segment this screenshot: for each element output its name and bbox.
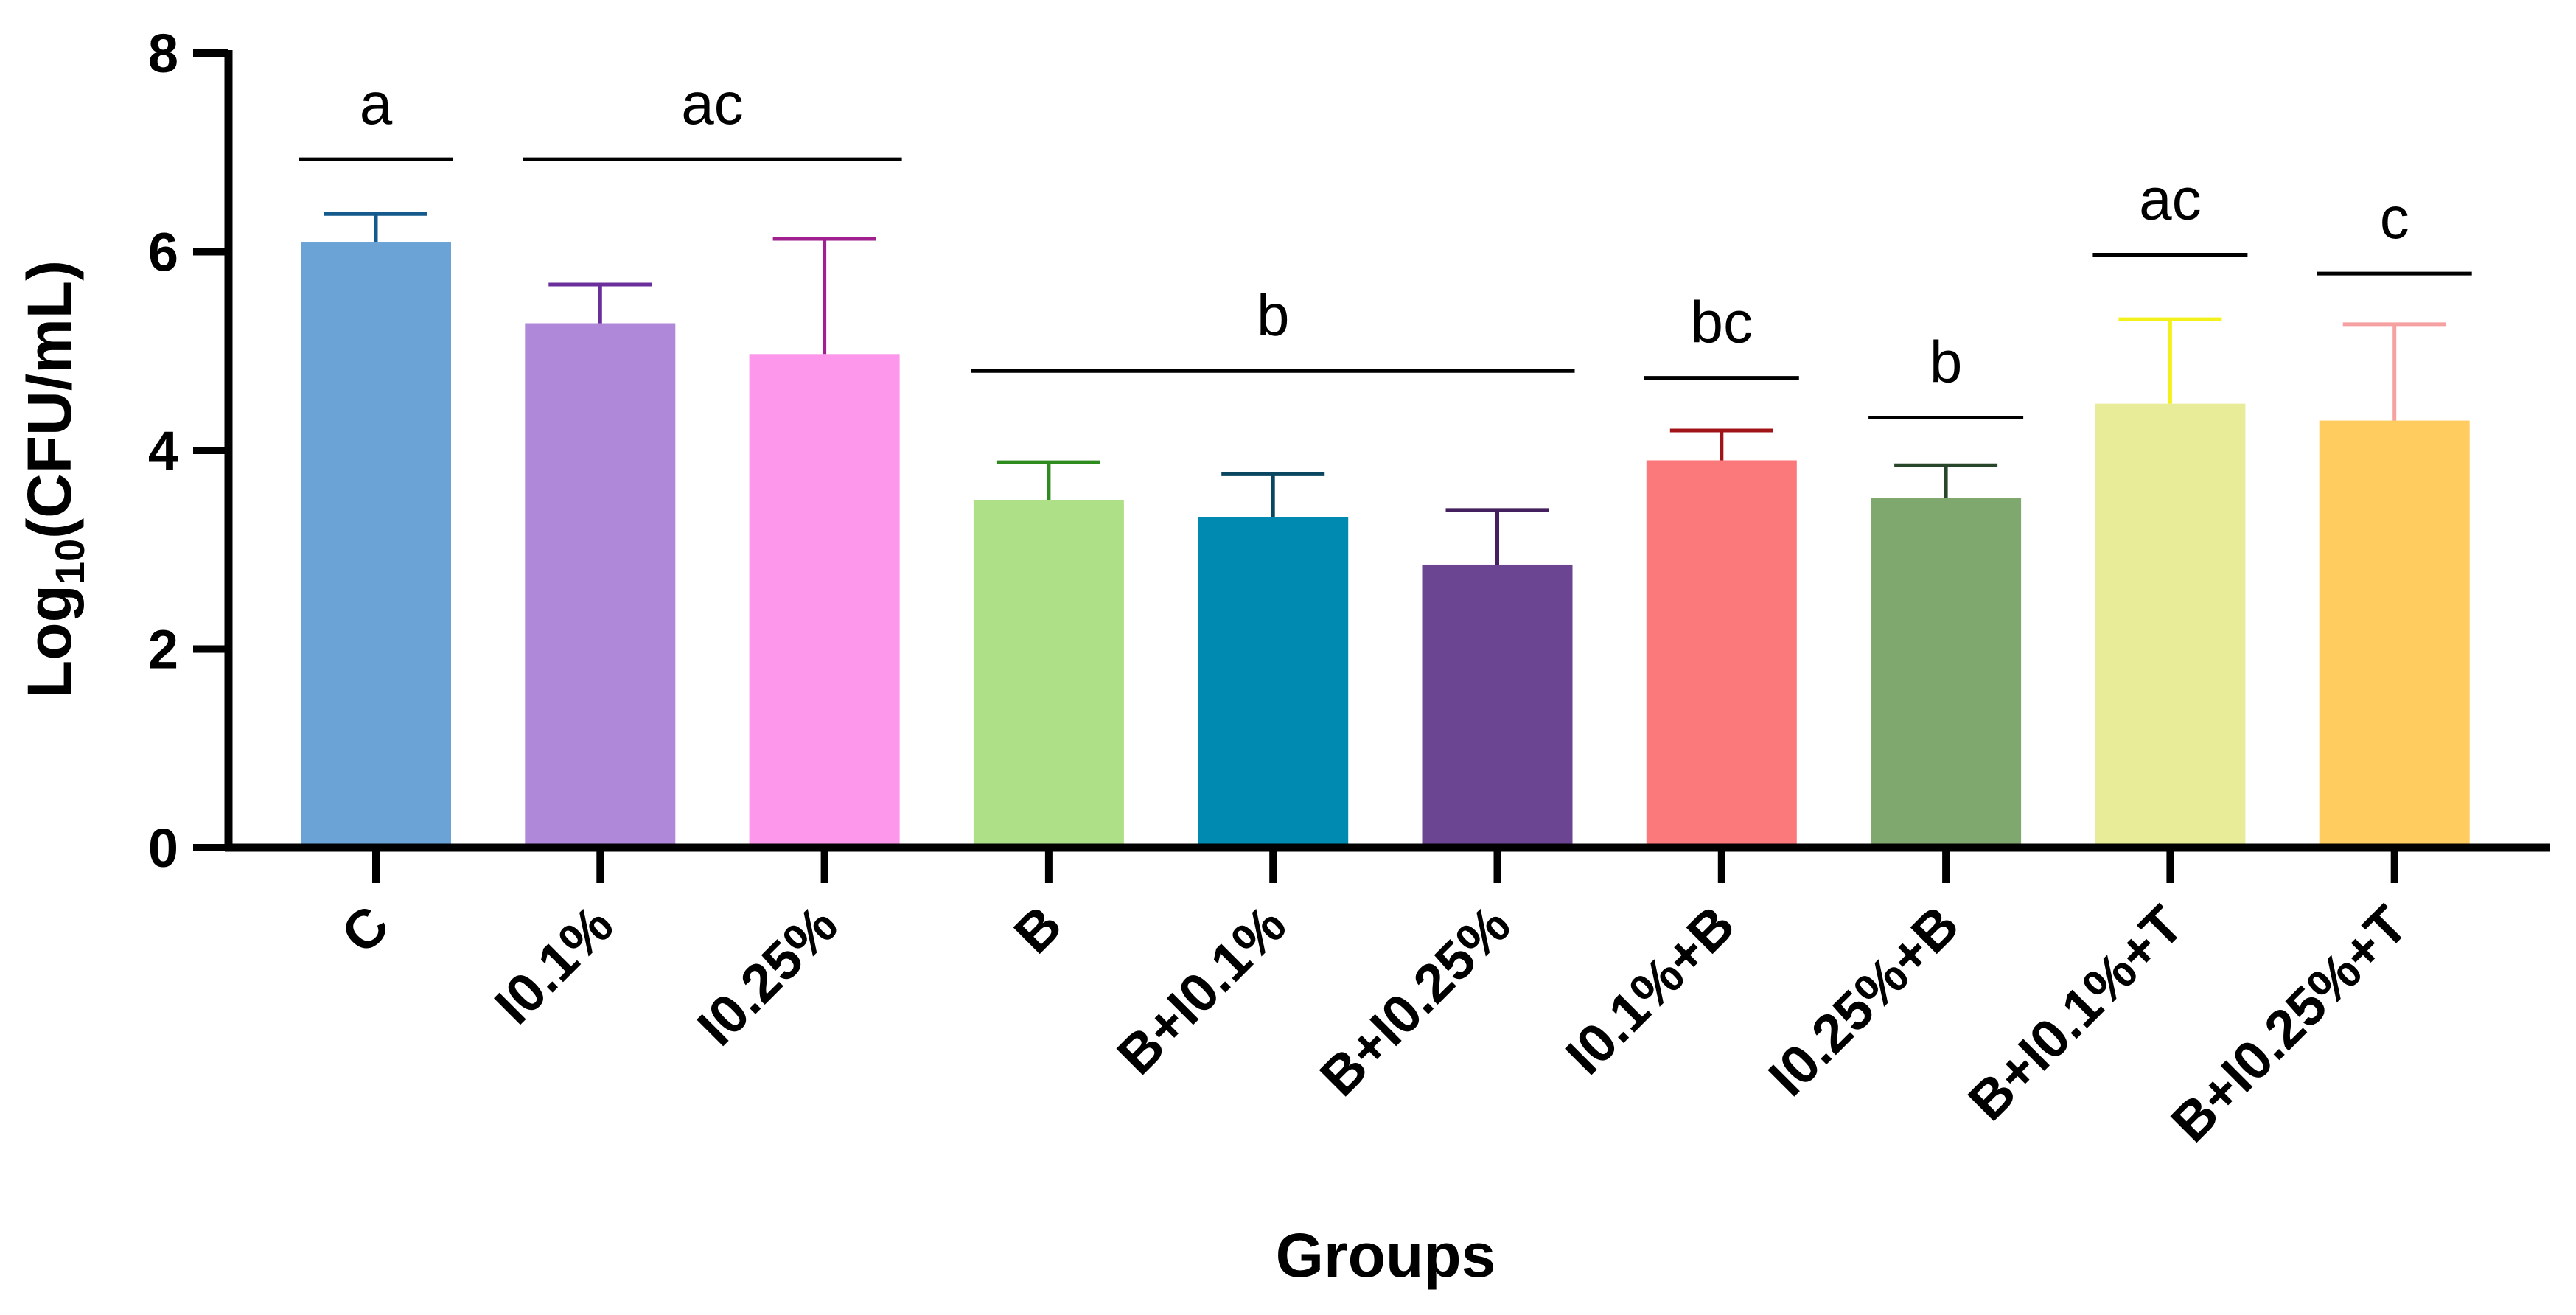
category-label-9: B+I0.25%+T	[2160, 894, 2419, 1154]
bar-6	[1646, 460, 1797, 848]
y-tick-label-1: 2	[148, 619, 178, 680]
ticks-group: 0 2 4 6 8	[148, 23, 2398, 883]
bar-9	[2319, 420, 2470, 848]
significance-label-6: c	[2380, 185, 2409, 251]
y-axis-title-subscript: 10	[46, 539, 93, 585]
significance-label-4: b	[1930, 329, 1963, 395]
y-axis-title-rest: (CFU/mL)	[15, 260, 84, 539]
significance-label-5: ac	[2139, 167, 2202, 232]
y-axis-title: Log10(CFU/mL)	[15, 260, 93, 698]
category-label-7: I0.25%+B	[1756, 894, 1970, 1108]
category-label-2: I0.25%	[685, 894, 849, 1058]
bar-4	[1198, 517, 1349, 848]
bar-8	[2095, 403, 2246, 848]
bar-0	[301, 242, 451, 848]
error-bars-group	[324, 212, 2446, 565]
category-label-6: I0.1%+B	[1554, 894, 1746, 1086]
category-label-4: B+I0.1%	[1106, 894, 1298, 1086]
bar-2	[749, 354, 900, 848]
y-tick-label-2: 4	[148, 420, 178, 481]
y-tick-label-4: 8	[148, 23, 178, 84]
category-label-1: I0.1%	[483, 894, 624, 1036]
significance-label-1: ac	[681, 71, 744, 136]
significance-label-2: b	[1257, 282, 1290, 348]
category-label-8: B+I0.1%+T	[1956, 894, 2194, 1132]
bar-5	[1422, 564, 1573, 848]
significance-label-0: a	[360, 71, 393, 136]
significance-label-3: bc	[1691, 290, 1753, 355]
y-axis-title-base: Log	[15, 585, 84, 698]
bar-1	[525, 323, 676, 848]
category-labels-group: C I0.1% I0.25% B B+I0.1% B+I0.25% I0.1%+B I0.25…	[329, 894, 2419, 1154]
category-label-3: B	[1002, 894, 1073, 965]
y-tick-label-3: 6	[148, 222, 178, 283]
category-label-0: C	[329, 894, 400, 965]
category-label-5: B+I0.25%	[1308, 894, 1522, 1108]
bar-3	[973, 500, 1124, 848]
bars-group	[301, 242, 2470, 848]
bar-7	[1871, 498, 2022, 848]
x-axis-title: Groups	[1276, 1221, 1496, 1290]
y-tick-label-0: 0	[148, 817, 178, 879]
significance-group: a ac b bc b ac c	[299, 71, 2472, 420]
